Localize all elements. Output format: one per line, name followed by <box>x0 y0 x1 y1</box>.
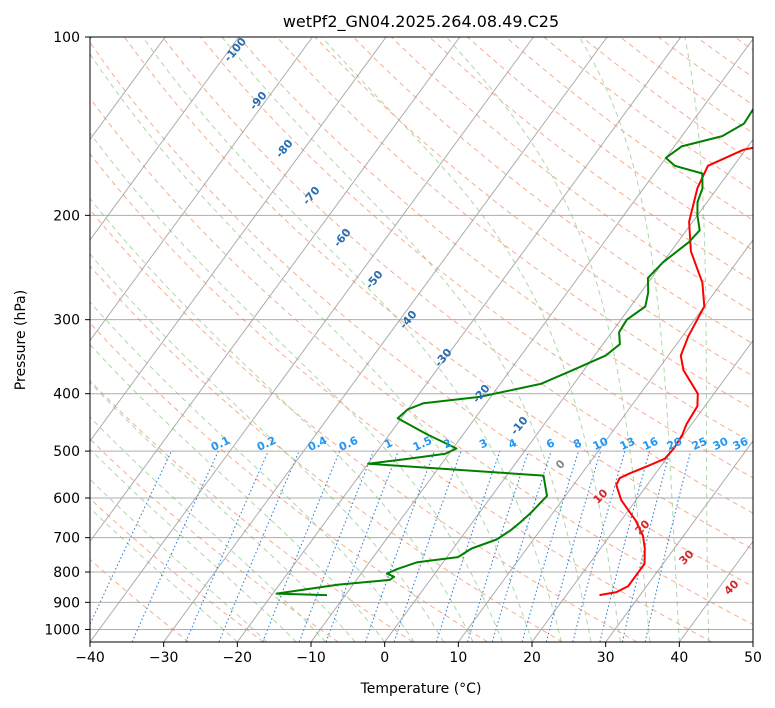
isotherm <box>90 37 166 141</box>
x-tick-label: 20 <box>523 650 541 666</box>
isotherm <box>90 37 240 241</box>
isotherm <box>384 138 753 642</box>
dry-adiabat <box>90 97 753 626</box>
y-axis-label: Pressure (hPa) <box>13 290 29 390</box>
mixing-ratio-line <box>599 450 651 642</box>
isotherm <box>90 37 313 342</box>
x-tick-label: 30 <box>597 650 615 666</box>
isotherm <box>163 37 608 642</box>
moist-adiabat <box>90 448 297 642</box>
isotherm <box>531 339 753 642</box>
moist-adiabat <box>90 478 268 642</box>
mixing-ratio-line <box>262 450 341 642</box>
mixing-ratio-line <box>325 450 399 642</box>
dry-adiabat <box>200 37 753 479</box>
x-tick-label: 40 <box>670 650 688 666</box>
y-tick-label: 600 <box>53 491 80 507</box>
isotherm <box>310 38 753 642</box>
mixing-ratio-label: 30 <box>711 435 731 453</box>
mixing-ratio-label: 13 <box>618 435 637 453</box>
x-axis-ticks: −40 −30 −20 −10 0 10 20 30 40 50 <box>75 642 762 666</box>
dewpoint-profile-line <box>275 107 753 597</box>
moist-adiabat <box>684 37 710 642</box>
dry-adiabat <box>90 558 190 642</box>
isotherm <box>457 239 753 642</box>
dry-adiabat <box>90 208 638 642</box>
mixing-ratio-line <box>185 450 269 642</box>
dry-adiabat <box>90 265 563 642</box>
moist-adiabat <box>90 132 503 642</box>
mixing-ratio-label: 25 <box>690 435 709 453</box>
dry-adiabat <box>314 37 753 377</box>
moist-adiabat <box>90 253 445 642</box>
x-axis-label: Temperature (°C) <box>360 681 482 697</box>
isotherm <box>90 37 534 642</box>
moist-adiabat <box>90 53 533 642</box>
y-tick-label: 200 <box>53 208 80 224</box>
sounding-lines <box>275 107 753 597</box>
x-tick-label: −40 <box>75 650 105 666</box>
dry-adiabat <box>123 37 753 550</box>
mixing-ratio-line <box>621 450 671 642</box>
y-tick-label: 1000 <box>44 622 80 638</box>
x-tick-label: 0 <box>380 650 389 666</box>
y-tick-label: 700 <box>53 531 80 547</box>
mixing-ratio-label: 16 <box>641 435 661 453</box>
isotherm <box>90 37 387 442</box>
mixing-ratio-label: 20 <box>665 435 685 453</box>
mixing-ratio-label: 10 <box>591 435 611 453</box>
mixing-ratio-line <box>298 450 374 642</box>
dry-adiabat <box>90 153 712 642</box>
moist-adiabat <box>90 381 356 642</box>
mixing-ratio-line <box>491 450 552 642</box>
moist-adiabat <box>90 416 327 642</box>
moist-adiabat <box>90 343 386 642</box>
mixing-ratio-label: 36 <box>731 435 751 453</box>
y-tick-label: 400 <box>53 387 80 403</box>
dry-adiabat <box>90 41 753 588</box>
mixing-ratio-line <box>572 450 626 642</box>
dry-adiabat <box>90 322 488 642</box>
dry-adiabat <box>238 37 753 444</box>
mixing-ratio-line <box>521 450 579 642</box>
x-tick-label: 10 <box>449 650 467 666</box>
isotherm <box>605 440 753 642</box>
x-tick-label: −20 <box>223 650 253 666</box>
isotherm <box>236 37 682 642</box>
y-axis-ticks: 100 200 300 400 500 600 700 800 900 1000 <box>44 30 90 638</box>
mixing-ratio-line <box>467 450 529 642</box>
moist-adiabat <box>142 37 562 642</box>
mixing-ratio-line <box>364 450 435 642</box>
x-tick-label: 50 <box>744 650 762 666</box>
chart-title: wetPf2_GN04.2025.264.08.49.C25 <box>283 12 559 32</box>
y-tick-label: 300 <box>53 313 80 329</box>
temperature-profile-line <box>599 146 753 597</box>
mixing-ratio-line <box>545 450 602 642</box>
plot-frame <box>89 36 754 643</box>
y-tick-label: 500 <box>53 444 80 460</box>
y-tick-label: 100 <box>53 30 80 46</box>
x-tick-label: −10 <box>296 650 326 666</box>
moist-adiabat <box>578 37 680 642</box>
moist-adiabat <box>90 197 474 642</box>
moist-adiabat <box>445 37 651 642</box>
moist-adiabat <box>321 37 621 642</box>
y-tick-label: 800 <box>53 565 80 581</box>
mixing-ratio-line <box>218 450 300 642</box>
mixing-ratio-line <box>435 450 501 642</box>
x-tick-label: −30 <box>149 650 179 666</box>
dry-adiabat <box>390 37 753 313</box>
y-tick-label: 900 <box>53 595 80 611</box>
